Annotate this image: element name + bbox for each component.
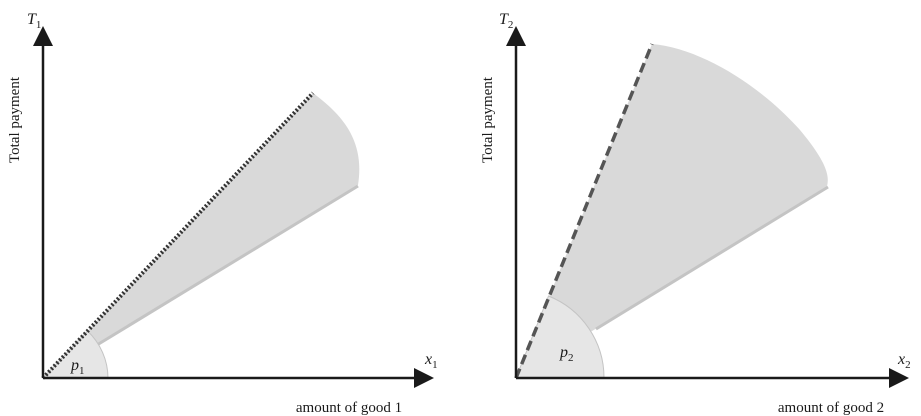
panel-1-price-line [41, 91, 315, 380]
panel-2-price-line [514, 43, 654, 379]
panel-2-y-axis-title: Total payment [480, 76, 496, 163]
panel-1: T1 Total payment x1 amount of good 1 p1 [7, 11, 438, 416]
panel-2-x-axis-title: amount of good 2 [778, 400, 884, 416]
panel-1-y-axis-title: Total payment [7, 76, 23, 163]
panel-2-angle-wedge [515, 295, 605, 379]
panel-2-lower-edge [595, 185, 829, 331]
panel-2-x-axis-symbol: x2 [897, 351, 911, 371]
panel-1-shaded-region [43, 93, 360, 378]
panel-2-y-axis-symbol: T2 [499, 11, 513, 31]
panel-2: T2 Total payment x2 amount of good 2 p2 [480, 11, 911, 416]
panel-1-y-axis-symbol: T1 [27, 11, 41, 31]
panel-2-angle-label: p2 [559, 344, 574, 364]
panel-1-angle-label: p1 [70, 357, 85, 377]
panel-1-x-axis-symbol: x1 [424, 351, 438, 371]
panel-1-lower-edge [91, 184, 359, 350]
panel-1-x-axis-title: amount of good 1 [296, 400, 402, 416]
panel-2-shaded-region [516, 44, 828, 378]
